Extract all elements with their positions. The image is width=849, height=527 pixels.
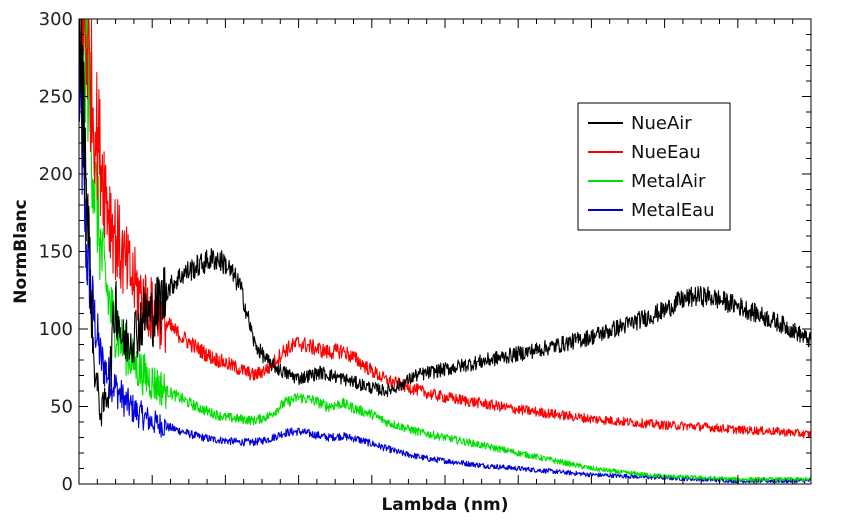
y-axis-title: NormBlanc — [11, 199, 31, 303]
y-tick-label: 200 — [39, 164, 73, 185]
plot-frame — [78, 18, 812, 485]
legend-label-metaleau: MetalEau — [631, 200, 715, 221]
series-line-nueair — [79, 19, 811, 427]
y-tick-label: 100 — [39, 319, 73, 340]
legend-label-nueair: NueAir — [631, 113, 692, 134]
y-tick-label: 300 — [39, 9, 73, 30]
y-tick-label: 250 — [39, 87, 73, 108]
y-tick-label: 150 — [39, 242, 73, 263]
legend-label-metalair: MetalAir — [631, 171, 706, 192]
series-line-metalair — [79, 19, 811, 482]
y-tick-label: 0 — [62, 474, 73, 495]
series-line-nueeau — [79, 19, 811, 439]
y-tick-label: 50 — [50, 397, 73, 418]
x-axis-title: Lambda (nm) — [381, 495, 508, 515]
legend-label-nueeau: NueEau — [631, 142, 701, 163]
legend-box — [577, 102, 731, 231]
